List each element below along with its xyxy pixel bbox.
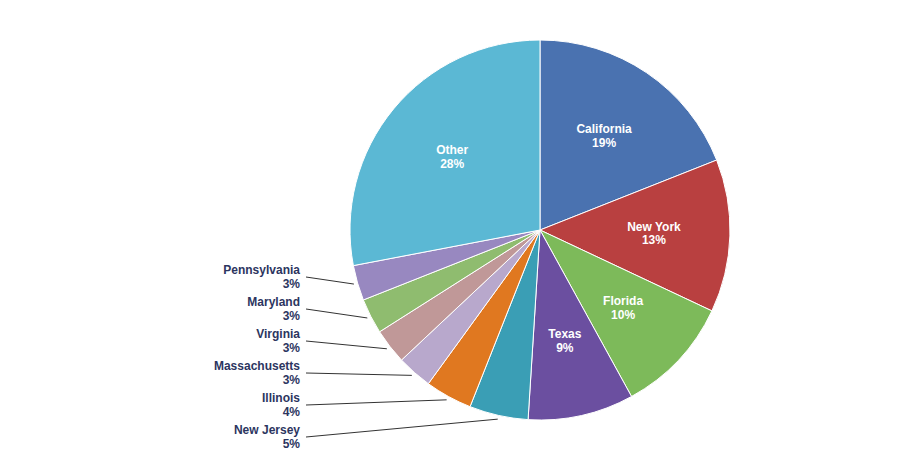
label-name: Pennsylvania [223, 263, 300, 277]
label-value: 9% [556, 341, 574, 355]
data-label: Pennsylvania3% [223, 263, 300, 291]
leader-line [306, 419, 498, 437]
label-value: 3% [283, 309, 301, 323]
data-label: New York13% [627, 220, 681, 248]
data-label: California19% [576, 122, 632, 150]
label-name: Virginia [256, 327, 300, 341]
label-value: 10% [611, 308, 635, 322]
leader-line [306, 373, 412, 375]
data-label: Virginia3% [256, 327, 300, 355]
label-name: Florida [603, 294, 643, 308]
label-name: Texas [548, 327, 581, 341]
pie [350, 40, 730, 420]
label-name: Other [436, 143, 468, 157]
data-label: Florida10% [603, 294, 643, 322]
label-name: California [576, 122, 632, 136]
label-value: 3% [283, 373, 301, 387]
leader-line [306, 277, 354, 284]
label-value: 19% [592, 136, 616, 150]
leader-line [306, 341, 387, 349]
data-label: Other28% [436, 143, 468, 171]
label-name: New York [627, 220, 681, 234]
slice [528, 230, 631, 420]
leader-line [306, 400, 447, 405]
label-name: Massachusetts [214, 359, 300, 373]
data-label: Texas9% [548, 327, 581, 355]
label-value: 3% [283, 341, 301, 355]
data-label: Massachusetts3% [214, 359, 300, 387]
label-name: Maryland [247, 295, 300, 309]
data-label: New Jersey5% [234, 423, 300, 451]
data-label: Illinois4% [262, 391, 300, 419]
label-name: Illinois [262, 391, 300, 405]
slice [350, 40, 540, 266]
label-name: New Jersey [234, 423, 300, 437]
leader-line [306, 309, 367, 318]
labels: California19% New York13% Florida10% Texas9… [214, 122, 681, 451]
label-value: 28% [440, 157, 464, 171]
label-value: 4% [283, 405, 301, 419]
data-label: Maryland3% [247, 295, 300, 323]
label-value: 5% [283, 437, 301, 451]
chart: California19% New York13% Florida10% Texas9… [0, 0, 900, 459]
label-value: 3% [283, 277, 301, 291]
label-value: 13% [642, 233, 666, 247]
